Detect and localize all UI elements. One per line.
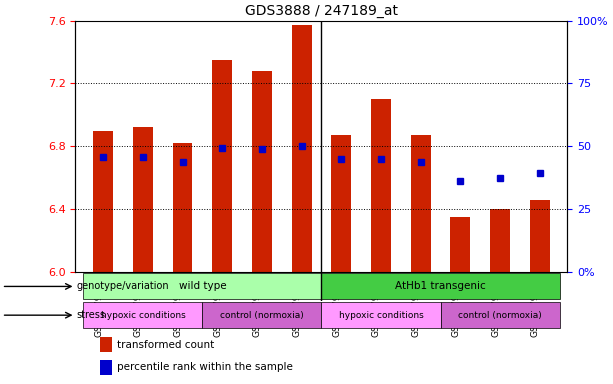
Bar <box>212 60 232 272</box>
Text: stress: stress <box>76 310 105 320</box>
Text: control (normoxia): control (normoxia) <box>220 311 304 319</box>
Bar <box>292 25 311 272</box>
Text: AtHb1 transgenic: AtHb1 transgenic <box>395 281 486 291</box>
Bar <box>530 200 550 272</box>
Text: transformed count: transformed count <box>117 339 215 349</box>
FancyBboxPatch shape <box>202 302 321 328</box>
Text: genotype/variation: genotype/variation <box>76 281 169 291</box>
Bar <box>100 337 112 352</box>
Title: GDS3888 / 247189_at: GDS3888 / 247189_at <box>245 4 398 18</box>
Bar <box>93 131 113 272</box>
FancyBboxPatch shape <box>83 273 321 300</box>
FancyBboxPatch shape <box>441 302 560 328</box>
Bar <box>100 360 112 375</box>
Text: percentile rank within the sample: percentile rank within the sample <box>117 362 293 372</box>
Text: wild type: wild type <box>178 281 226 291</box>
Bar <box>332 135 351 272</box>
Text: control (normoxia): control (normoxia) <box>458 311 542 319</box>
Bar <box>133 127 153 272</box>
Bar <box>490 209 510 272</box>
Text: hypoxic conditions: hypoxic conditions <box>338 311 424 319</box>
Bar <box>411 135 430 272</box>
Bar <box>173 143 192 272</box>
FancyBboxPatch shape <box>321 273 560 300</box>
Bar <box>451 217 470 272</box>
FancyBboxPatch shape <box>321 302 441 328</box>
Bar <box>252 71 272 272</box>
Text: hypoxic conditions: hypoxic conditions <box>101 311 185 319</box>
FancyBboxPatch shape <box>83 302 202 328</box>
Bar <box>371 99 391 272</box>
